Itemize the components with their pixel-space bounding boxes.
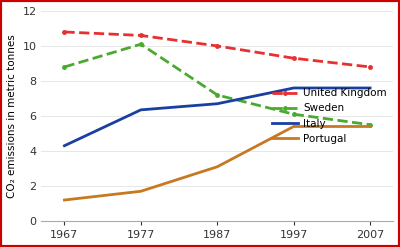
Line: Italy: Italy bbox=[64, 88, 370, 146]
Line: Sweden: Sweden bbox=[61, 41, 374, 128]
Legend: United Kingdom, Sweden, Italy, Portugal: United Kingdom, Sweden, Italy, Portugal bbox=[268, 84, 391, 148]
Sweden bbox=[368, 123, 372, 126]
Sweden bbox=[138, 43, 143, 46]
Portugal bbox=[62, 199, 67, 202]
Y-axis label: CO₂ emissions in metric tonnes: CO₂ emissions in metric tonnes bbox=[7, 34, 17, 198]
Line: United Kingdom: United Kingdom bbox=[61, 28, 374, 70]
Line: Portugal: Portugal bbox=[64, 126, 370, 200]
Italy bbox=[138, 108, 143, 111]
United Kingdom bbox=[138, 34, 143, 37]
United Kingdom bbox=[368, 65, 372, 68]
Sweden bbox=[215, 94, 220, 97]
United Kingdom bbox=[215, 44, 220, 47]
Italy bbox=[215, 102, 220, 105]
Portugal bbox=[368, 125, 372, 128]
Sweden bbox=[291, 113, 296, 116]
Portugal bbox=[291, 125, 296, 128]
Italy bbox=[368, 86, 372, 89]
Sweden bbox=[62, 65, 67, 68]
Italy bbox=[291, 86, 296, 89]
Italy bbox=[62, 144, 67, 147]
Portugal bbox=[138, 190, 143, 193]
United Kingdom bbox=[291, 57, 296, 60]
Portugal bbox=[215, 165, 220, 168]
United Kingdom bbox=[62, 30, 67, 33]
